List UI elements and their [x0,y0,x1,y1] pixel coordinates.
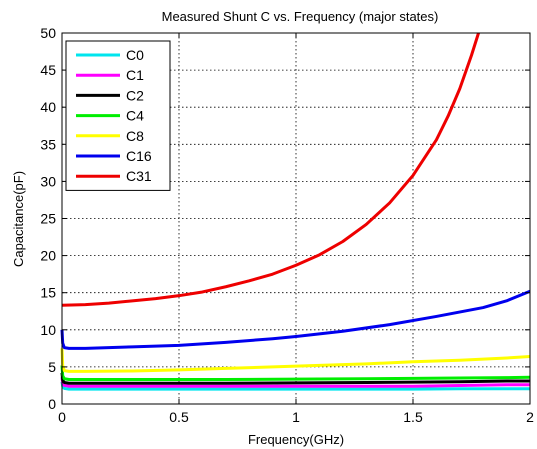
x-axis-label: Frequency(GHz) [248,432,344,447]
y-tick-label: 10 [40,322,56,338]
y-axis-label: Capacitance(pF) [11,171,26,267]
series-line-c4 [60,365,531,382]
y-tick-label: 20 [40,248,56,264]
series-line-c8 [60,348,531,373]
legend-label: C2 [126,87,144,103]
series-line-c2 [60,372,530,385]
y-tick-label: 25 [40,211,56,227]
legend-item-c1: C1 [76,67,144,83]
legend-label: C8 [126,128,144,144]
x-tick-label: 1 [292,409,300,425]
x-tick-label: 2 [526,409,534,425]
y-tick-label: 50 [40,25,56,41]
series-layer [60,32,531,391]
legend-item-c31: C31 [76,168,152,184]
legend-item-c4: C4 [76,108,144,124]
legend-label: C0 [126,47,144,63]
legend-item-c16: C16 [76,148,152,164]
series-line-c16 [60,289,531,350]
chart-title: Measured Shunt C vs. Frequency (major st… [162,9,439,24]
legend-item-c2: C2 [76,87,144,103]
y-axis: 0 5 10 15 20 25 30 35 40 45 50 [40,25,530,412]
x-tick-label: 0 [58,409,66,425]
series-line-c0 [60,381,530,391]
y-tick-label: 45 [40,62,56,78]
legend-item-c0: C0 [76,47,144,63]
legend-label: C16 [126,148,152,164]
legend-label: C31 [126,168,152,184]
grid [62,33,530,404]
y-tick-label: 40 [40,99,56,115]
x-tick-label: 0.5 [169,409,189,425]
y-tick-label: 35 [40,136,56,152]
x-axis: 0 0.5 1 1.5 2 [58,33,534,425]
x-tick-label: 1.5 [403,409,423,425]
legend-item-c8: C8 [76,128,144,144]
legend-label: C4 [126,108,144,124]
y-tick-label: 30 [40,173,56,189]
y-tick-label: 15 [40,285,56,301]
series-line-c31 [61,32,480,307]
series-line-c1 [60,377,530,388]
y-tick-label: 5 [48,359,56,375]
legend-label: C1 [126,67,144,83]
y-tick-label: 0 [48,396,56,412]
legend: C0 C1 C2 C4 C8 C16 C31 [65,40,171,191]
